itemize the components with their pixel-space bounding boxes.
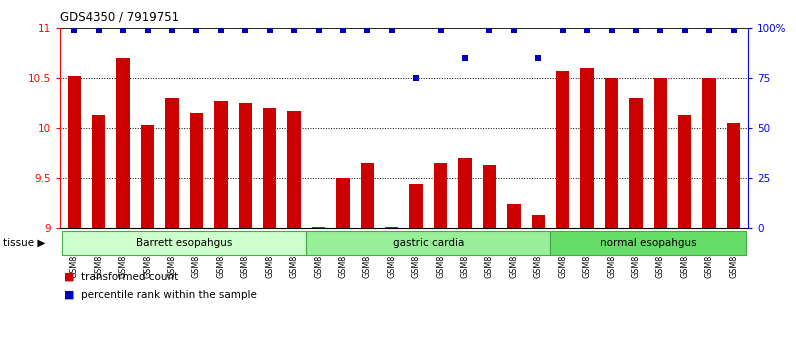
Bar — [166, 98, 179, 228]
Point — [141, 28, 154, 33]
Bar — [189, 113, 203, 228]
Bar — [287, 111, 301, 228]
FancyBboxPatch shape — [62, 230, 306, 255]
Bar — [116, 58, 130, 228]
Point — [263, 28, 276, 33]
FancyBboxPatch shape — [306, 230, 551, 255]
Bar — [68, 76, 81, 228]
Point — [605, 28, 618, 33]
Point — [287, 28, 300, 33]
Bar — [409, 184, 423, 228]
Bar — [361, 163, 374, 228]
Bar — [580, 68, 594, 228]
Text: transformed count: transformed count — [81, 272, 178, 282]
Text: ■: ■ — [64, 290, 74, 299]
Point — [410, 75, 423, 81]
Point — [361, 28, 373, 33]
Bar — [629, 98, 642, 228]
Bar — [702, 78, 716, 228]
Point — [728, 28, 740, 33]
Bar — [532, 215, 545, 228]
Point — [581, 28, 594, 33]
Bar — [239, 103, 252, 228]
Point — [68, 28, 80, 33]
Bar — [605, 78, 618, 228]
Text: tissue ▶: tissue ▶ — [3, 238, 45, 248]
Point — [312, 28, 325, 33]
Point — [239, 28, 252, 33]
Point — [508, 28, 521, 33]
Point — [630, 28, 642, 33]
Point — [458, 56, 471, 61]
Point — [678, 28, 691, 33]
Point — [166, 28, 178, 33]
Text: gastric cardia: gastric cardia — [392, 238, 464, 248]
Point — [532, 56, 544, 61]
Point — [190, 28, 203, 33]
Text: Barrett esopahgus: Barrett esopahgus — [136, 238, 232, 248]
Bar — [92, 115, 106, 228]
Point — [654, 28, 667, 33]
Bar — [678, 115, 692, 228]
Bar — [214, 101, 228, 228]
Point — [214, 28, 227, 33]
Point — [337, 28, 349, 33]
Bar — [727, 123, 740, 228]
Point — [556, 28, 569, 33]
Bar — [556, 71, 569, 228]
Bar — [458, 158, 472, 228]
Point — [92, 28, 105, 33]
FancyBboxPatch shape — [551, 230, 746, 255]
Bar — [312, 227, 326, 228]
Text: ■: ■ — [64, 272, 74, 282]
Bar — [141, 125, 154, 228]
Bar — [385, 227, 399, 228]
Text: normal esopahgus: normal esopahgus — [600, 238, 696, 248]
Bar — [654, 78, 667, 228]
Bar — [263, 108, 276, 228]
Point — [385, 28, 398, 33]
Text: percentile rank within the sample: percentile rank within the sample — [81, 290, 257, 299]
Point — [117, 28, 130, 33]
Bar — [434, 163, 447, 228]
Text: GDS4350 / 7919751: GDS4350 / 7919751 — [60, 11, 179, 24]
Point — [703, 28, 716, 33]
Bar — [507, 204, 521, 228]
Bar — [336, 178, 349, 228]
Point — [435, 28, 447, 33]
Bar — [482, 165, 496, 228]
Point — [483, 28, 496, 33]
